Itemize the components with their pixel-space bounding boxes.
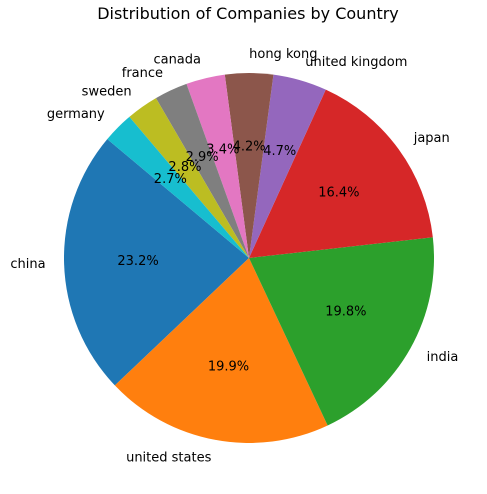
slice-percent-germany: 2.7% (154, 172, 187, 187)
chart-title: Distribution of Companies by Country (97, 4, 399, 23)
slice-percent-france: 2.9% (186, 150, 219, 165)
pie-slice-japan (249, 89, 433, 259)
slice-label-canada: canada (153, 53, 201, 68)
slice-label-united-states: united states (126, 450, 212, 465)
pie-slice-sweden (129, 98, 249, 258)
slice-label-china: china (10, 257, 45, 272)
slice-percent-hong-kong: 4.2% (233, 140, 266, 155)
pie-slice-germany (107, 116, 249, 258)
slice-label-japan: japan (413, 131, 450, 146)
pie-slice-united-kingdom (249, 74, 326, 258)
slice-label-hong-kong: hong kong (249, 47, 317, 62)
slice-label-india: india (427, 350, 459, 365)
slice-percent-united-states: 19.9% (208, 360, 249, 375)
pie-slice-united-states (114, 258, 328, 443)
slice-label-united-kingdom: united kingdom (305, 55, 407, 70)
pie-labels: china 23.2% united states 19.9% india 19.8% ja… (10, 47, 458, 465)
pie-slice-china (63, 139, 249, 386)
pie-slice-france (155, 83, 249, 258)
pie-slice-canada (186, 74, 249, 258)
slice-label-sweden: sweden (82, 84, 132, 99)
slice-label-germany: germany (47, 107, 105, 122)
pie-slice-hong-kong (224, 73, 274, 258)
slice-percent-canada: 3.4% (206, 143, 239, 158)
slice-percent-china: 23.2% (117, 254, 158, 269)
pie-slices (63, 73, 434, 443)
slice-percent-japan: 16.4% (318, 185, 359, 200)
slice-label-france: france (122, 66, 163, 81)
slice-percent-india: 19.8% (325, 305, 366, 320)
slice-percent-united-kingdom: 4.7% (263, 144, 296, 159)
slice-percent-sweden: 2.8% (168, 160, 201, 175)
pie-slice-india (249, 237, 434, 426)
